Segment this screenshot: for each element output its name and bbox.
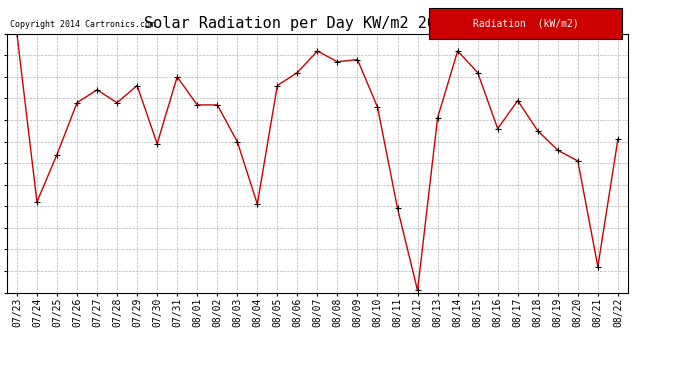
Title: Solar Radiation per Day KW/m2 20140822: Solar Radiation per Day KW/m2 20140822 [144,16,491,31]
Text: Radiation  (kW/m2): Radiation (kW/m2) [473,18,578,28]
FancyBboxPatch shape [429,8,622,39]
Text: Copyright 2014 Cartronics.com: Copyright 2014 Cartronics.com [10,20,155,28]
